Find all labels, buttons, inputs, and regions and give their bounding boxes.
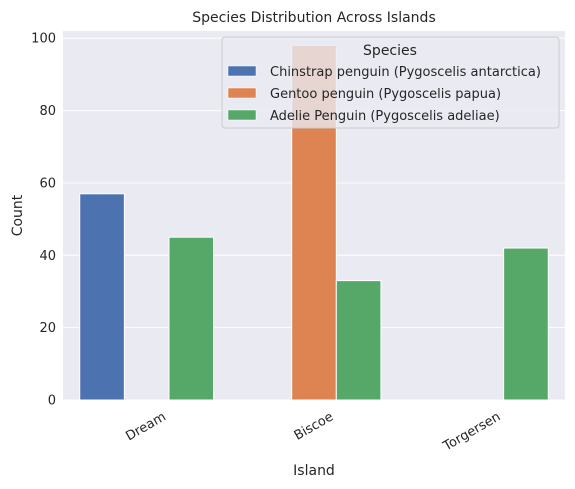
y-tick-label: 80: [39, 104, 56, 119]
y-axis-label: Count: [10, 194, 26, 236]
chart-title: Species Distribution Across Islands: [192, 10, 435, 26]
legend-box: [221, 36, 560, 129]
y-tick-label: 60: [39, 176, 56, 191]
bars: [79, 44, 549, 401]
bar: [335, 280, 382, 401]
legend-swatch: [227, 109, 257, 121]
y-tick-label: 100: [31, 32, 56, 47]
legend-items: Chinstrap penguin (Pygoscelis antarctica…: [227, 65, 541, 124]
x-tick-label: Torgersen: [440, 409, 503, 454]
bar: [503, 247, 549, 401]
y-tick-label: 40: [39, 249, 56, 264]
legend: Species Chinstrap penguin (Pygoscelis an…: [221, 36, 560, 129]
legend-swatch: [227, 65, 257, 77]
x-tick-labels: Dream Biscoe Torgersen: [123, 409, 503, 454]
x-axis-label: Island: [293, 463, 335, 479]
x-tick-label: Dream: [123, 409, 168, 444]
legend-entry: Adelie Penguin (Pygoscelis adeliae): [270, 109, 500, 124]
y-tick-labels: 0 20 40 60 80 100: [31, 32, 56, 409]
legend-title: Species: [363, 43, 417, 59]
legend-entry: Chinstrap penguin (Pygoscelis antarctica…: [270, 65, 541, 80]
x-tick-label: Biscoe: [292, 409, 336, 443]
bar: [168, 236, 215, 401]
legend-entry: Gentoo penguin (Pygoscelis papua): [270, 87, 501, 102]
legend-swatch: [227, 87, 257, 99]
bar: [79, 193, 125, 401]
y-tick-label: 20: [39, 321, 56, 336]
y-tick-label: 0: [48, 394, 56, 409]
